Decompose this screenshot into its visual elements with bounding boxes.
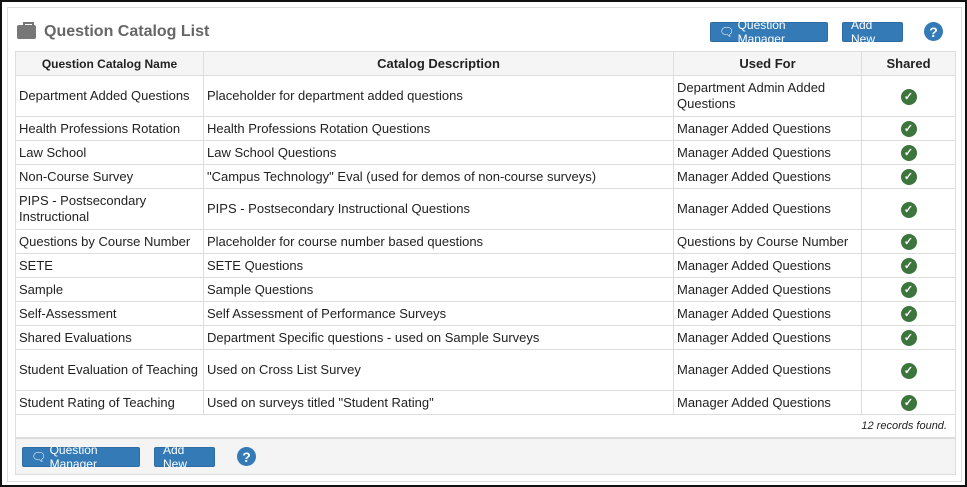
catalog-description-cell: SETE Questions [203, 253, 674, 278]
footer-help-icon[interactable]: ? [237, 447, 256, 466]
footer-question-manager-button[interactable]: 🗨 Question Manager [22, 443, 140, 471]
shared-cell: ✓ [861, 253, 956, 278]
check-circle-icon: ✓ [900, 395, 917, 411]
catalog-description-cell: Used on surveys titled "Student Rating" [203, 390, 674, 415]
catalog-description-cell: "Campus Technology" Eval (used for demos… [203, 164, 674, 189]
catalog-name-cell[interactable]: Sample [15, 277, 204, 302]
column-header-description[interactable]: Catalog Description [203, 51, 674, 76]
used-for-cell: Manager Added Questions [673, 140, 862, 165]
used-for-cell: Manager Added Questions [673, 188, 862, 230]
used-for-cell: Manager Added Questions [673, 301, 862, 326]
table-row[interactable]: Department Added Questions Placeholder fo… [15, 75, 956, 117]
catalog-description-cell: Placeholder for department added questio… [203, 75, 674, 117]
footer-button-bar: 🗨 Question Manager Add New ? [15, 438, 956, 475]
shared-cell: ✓ [861, 164, 956, 189]
shared-cell: ✓ [861, 349, 956, 391]
shared-cell: ✓ [861, 116, 956, 141]
catalog-description-cell: Health Professions Rotation Questions [203, 116, 674, 141]
catalog-description-cell: Law School Questions [203, 140, 674, 165]
catalog-description-cell: Self Assessment of Performance Surveys [203, 301, 674, 326]
table-row[interactable]: Health Professions Rotation Health Profes… [15, 116, 956, 141]
check-circle-icon: ✓ [900, 282, 917, 298]
shared-cell: ✓ [861, 188, 956, 230]
check-circle-icon: ✓ [900, 121, 917, 137]
used-for-cell: Department Admin Added Questions [673, 75, 862, 117]
table-row[interactable]: SETE SETE Questions Manager Added Question… [15, 253, 956, 278]
shared-cell: ✓ [861, 277, 956, 302]
catalog-name-cell[interactable]: Department Added Questions [15, 75, 204, 117]
column-header-name[interactable]: Question Catalog Name [15, 51, 204, 76]
table-row[interactable]: Law School Law School Questions Manager Ad… [15, 140, 956, 165]
check-circle-icon: ✓ [900, 201, 917, 218]
table-row[interactable]: Student Rating of Teaching Used on survey… [15, 390, 956, 415]
catalog-description-cell: Placeholder for course number based ques… [203, 229, 674, 254]
shared-cell: ✓ [861, 325, 956, 350]
records-found: 12 records found. [15, 414, 956, 438]
check-circle-icon: ✓ [900, 88, 917, 105]
used-for-cell: Questions by Course Number [673, 229, 862, 254]
used-for-cell: Manager Added Questions [673, 277, 862, 302]
catalog-name-cell[interactable]: Questions by Course Number [15, 229, 204, 254]
catalog-name-cell[interactable]: Law School [15, 140, 204, 165]
catalog-name-cell[interactable]: Health Professions Rotation [15, 116, 204, 141]
catalog-description-cell: Sample Questions [203, 277, 674, 302]
catalog-name-cell[interactable]: SETE [15, 253, 204, 278]
briefcase-icon [17, 22, 36, 39]
shared-cell: ✓ [861, 390, 956, 415]
check-circle-icon: ✓ [900, 306, 917, 322]
footer-add-new-button[interactable]: Add New [154, 443, 215, 471]
table-row[interactable]: Student Evaluation of Teaching Used on Cr… [15, 349, 956, 391]
catalog-description-cell: Department Specific questions - used on … [203, 325, 674, 350]
add-new-button[interactable]: Add New [842, 18, 903, 46]
question-manager-button[interactable]: 🗨 Question Manager [710, 18, 828, 46]
check-circle-icon: ✓ [900, 145, 917, 161]
check-circle-icon: ✓ [900, 234, 917, 250]
table-row[interactable]: Self-Assessment Self Assessment of Perfor… [15, 301, 956, 326]
catalog-description-cell: PIPS - Postsecondary Instructional Quest… [203, 188, 674, 230]
help-icon[interactable]: ? [924, 22, 943, 41]
question-manager-label: Question Manager [49, 443, 98, 471]
check-circle-icon: ✓ [900, 362, 917, 379]
column-header-used-for[interactable]: Used For [673, 51, 862, 76]
catalog-description-cell: Used on Cross List Survey [203, 349, 674, 391]
column-header-shared[interactable]: Shared [861, 51, 956, 76]
used-for-cell: Manager Added Questions [673, 116, 862, 141]
page-title: Question Catalog List [17, 22, 210, 41]
check-circle-icon: ✓ [900, 258, 917, 274]
table-row[interactable]: Questions by Course Number Placeholder fo… [15, 229, 956, 254]
catalog-table: Question Catalog Name Catalog Descriptio… [15, 51, 956, 438]
shared-cell: ✓ [861, 301, 956, 326]
catalog-name-cell[interactable]: Self-Assessment [15, 301, 204, 326]
shared-cell: ✓ [861, 140, 956, 165]
catalog-name-cell[interactable]: Student Evaluation of Teaching [15, 349, 204, 391]
table-row[interactable]: Shared Evaluations Department Specific qu… [15, 325, 956, 350]
question-manager-label: Question Manager [737, 18, 786, 46]
shared-cell: ✓ [861, 75, 956, 117]
used-for-cell: Manager Added Questions [673, 349, 862, 391]
table-row[interactable]: PIPS - Postsecondary Instructional PIPS -… [15, 188, 956, 230]
used-for-cell: Manager Added Questions [673, 253, 862, 278]
page-title-text: Question Catalog List [44, 23, 210, 40]
catalog-name-cell[interactable]: Student Rating of Teaching [15, 390, 204, 415]
shared-cell: ✓ [861, 229, 956, 254]
question-catalog-panel: Question Catalog List 🗨 Question Manager… [7, 7, 962, 482]
catalog-name-cell[interactable]: Shared Evaluations [15, 325, 204, 350]
check-circle-icon: ✓ [900, 330, 917, 346]
used-for-cell: Manager Added Questions [673, 164, 862, 189]
used-for-cell: Manager Added Questions [673, 325, 862, 350]
table-row[interactable]: Sample Sample Questions Manager Added Ques… [15, 277, 956, 302]
table-row[interactable]: Non-Course Survey "Campus Technology" Eva… [15, 164, 956, 189]
used-for-cell: Manager Added Questions [673, 390, 862, 415]
check-circle-icon: ✓ [900, 169, 917, 185]
catalog-name-cell[interactable]: PIPS - Postsecondary Instructional [15, 188, 204, 230]
catalog-name-cell[interactable]: Non-Course Survey [15, 164, 204, 189]
